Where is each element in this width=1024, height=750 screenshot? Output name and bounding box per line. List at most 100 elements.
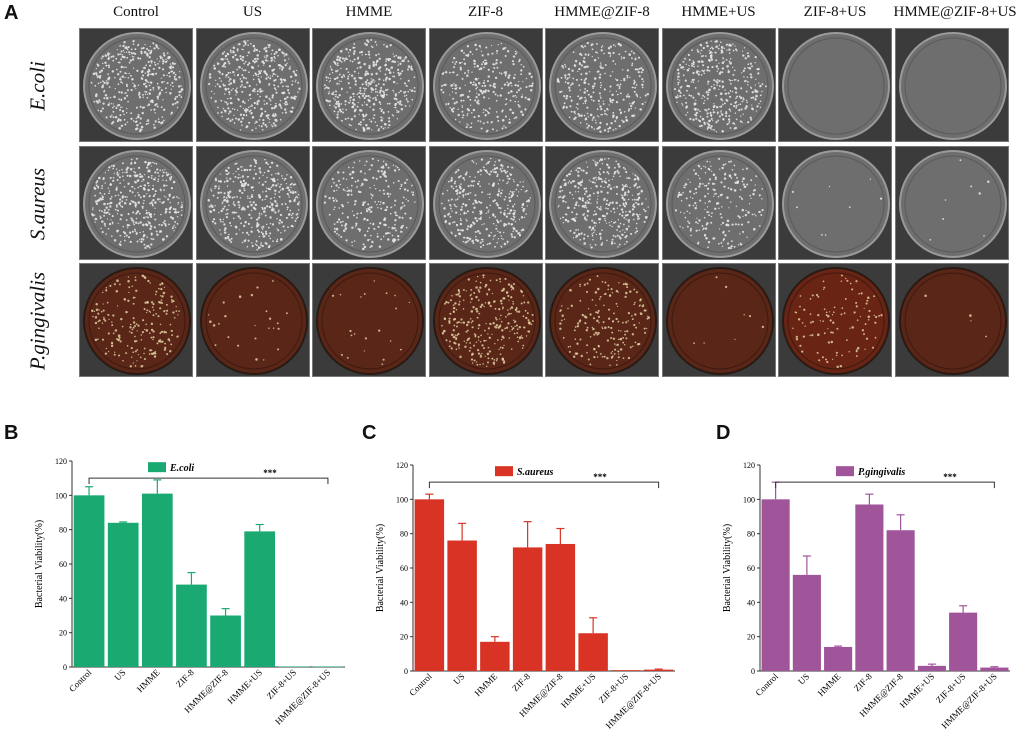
plate-photo-panel: E.coli S.aureus P.gingivalis Control US HMME… [25,4,1017,377]
bar [312,666,344,668]
panel-label-c: C [362,422,377,444]
bar [447,540,477,671]
bar [824,646,853,671]
panel-label-a: A [4,2,19,24]
plate-image [778,28,892,142]
plate-image [79,263,193,377]
bar [73,495,105,667]
significance-label: *** [263,468,277,478]
y-axis-label: Bacterial Viability(%) [722,524,733,612]
column-header: Control [113,4,159,20]
chart-saureus-viability: Bacterial Viability(%) 0 20 40 60 80 100 120 Con… [375,461,675,731]
panel-label-d: D [716,422,731,444]
plate-image [195,263,310,377]
plate-image [545,145,659,260]
column-header: US [242,4,263,20]
y-tick-label: 120 [396,461,408,470]
x-tick-label: Control [67,667,94,694]
x-tick-label: HMME@ZIF-8+US [604,671,663,730]
x-tick-label: HMME+US [225,667,264,706]
bar [107,522,139,667]
plate-image [312,145,426,260]
column-header: ZIF-8+US [803,4,867,20]
x-tick-label: US [112,667,127,682]
bar [792,574,821,671]
y-tick-label: 0 [751,667,755,676]
bar [545,543,576,671]
y-tick-label: 60 [59,560,67,569]
bar [578,633,608,671]
plate-image [428,145,543,260]
y-tick-label: 40 [400,598,408,607]
chart-ecoli-viability: Bacterial Viability(%) 0 20 40 60 80 100 120 Con… [34,457,345,727]
x-tick-label: Control [754,671,781,698]
x-tick-label: ZIF-8+US [265,667,299,701]
legend-label: P.gingivalis [858,467,905,478]
y-tick-label: 60 [400,564,408,573]
bar [980,667,1009,671]
y-tick-label: 80 [59,526,67,535]
y-tick-label: 20 [400,633,408,642]
x-tick-label: ZIF-8 [174,667,196,689]
x-tick-label: HMME+US [559,671,598,710]
bar [244,531,276,667]
legend-swatch [495,466,513,477]
plate-image [195,145,310,260]
y-tick-label: 20 [59,629,67,638]
y-tick-label: 80 [747,530,755,539]
plate-image [428,263,543,377]
chart-pgingivalis-viability: Bacterial Viability(%) 0 20 40 60 80 100 120 Con… [722,461,1010,731]
plate-image [545,28,659,142]
y-tick-label: 0 [404,667,408,676]
plate-image [79,145,193,260]
significance-bracket [88,477,329,485]
panel-label-b: B [4,422,19,444]
plate-image [545,263,659,377]
bar [886,530,915,671]
significance-bracket [428,481,660,489]
x-tick-label: HMME [135,667,162,694]
x-tick-label: US [451,671,466,686]
plate-image [428,28,543,142]
legend-swatch [148,462,166,473]
y-tick-label: 100 [396,495,408,504]
significance-label: *** [943,472,957,482]
plate-image [778,145,892,260]
plate-image [894,145,1009,260]
bar [761,499,790,671]
plate-image [195,28,310,142]
bar [949,612,978,671]
x-tick-label: Control [407,671,434,698]
plate-image [894,263,1009,377]
y-tick-label: 0 [63,663,67,672]
row-label: E.coli [25,61,50,111]
plate-image [312,28,426,142]
plate-image [894,28,1009,142]
y-axis-label: Bacterial Viability(%) [375,524,386,612]
plate-image [778,263,892,377]
x-tick-label: ZIF-8 [852,671,874,693]
plate-image [661,263,776,377]
bar [855,504,884,671]
bar [414,499,445,671]
plate-image [312,263,426,377]
plate-image [661,28,776,142]
y-tick-label: 100 [55,491,67,500]
bar [917,665,946,671]
y-tick-label: 20 [747,633,755,642]
y-tick-label: 80 [400,530,408,539]
row-label: P.gingivalis [25,271,50,371]
legend-swatch [836,466,854,477]
bar [643,669,674,671]
x-tick-label: US [796,671,811,686]
y-tick-label: 120 [743,461,755,470]
y-tick-label: 40 [59,594,67,603]
bar [176,584,207,667]
row-label: S.aureus [25,167,50,240]
x-tick-label: HMME [472,671,499,698]
column-header: ZIF-8 [468,4,503,20]
bar [611,670,641,671]
significance-label: *** [593,472,607,482]
legend-label: E.coli [169,463,194,474]
x-tick-label: ZIF-8 [510,671,532,693]
